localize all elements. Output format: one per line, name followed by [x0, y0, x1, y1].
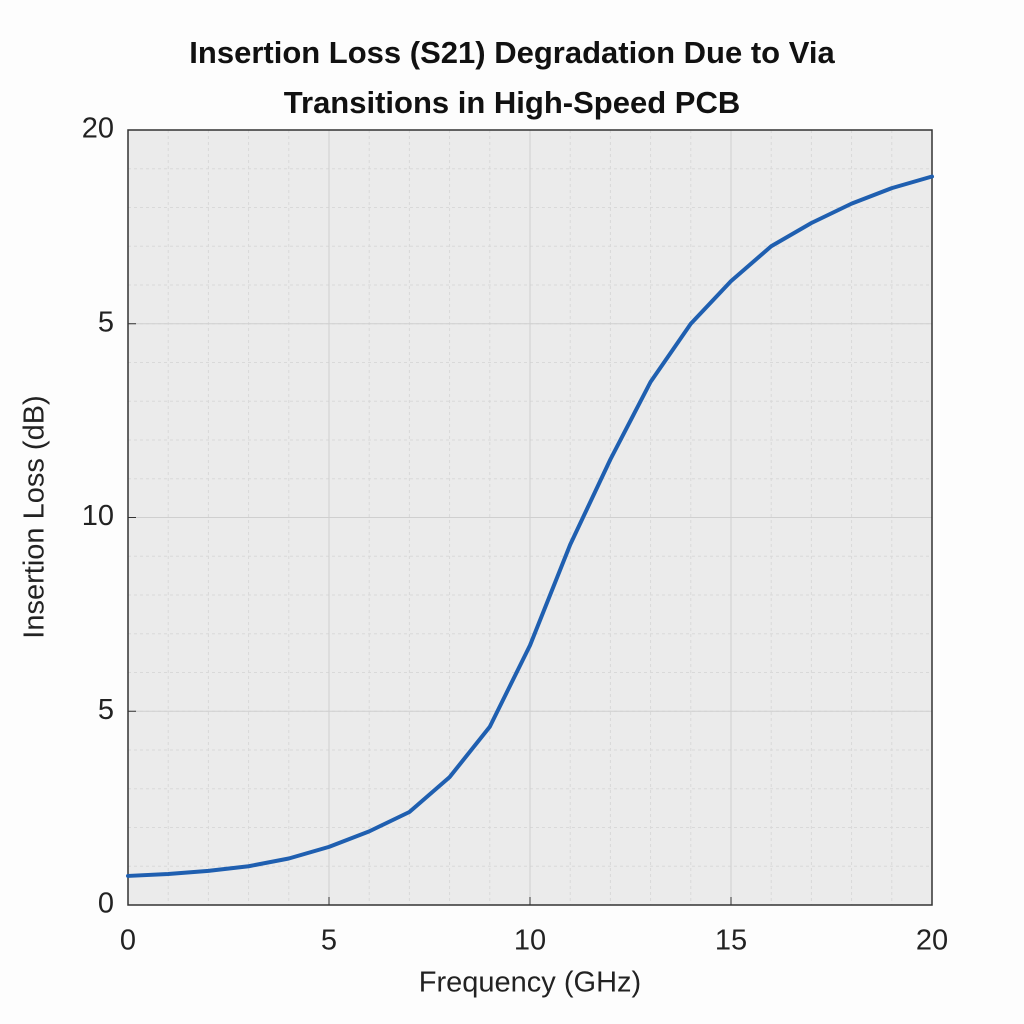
- y-tick-label: 20: [82, 113, 114, 145]
- plot-frame: [127, 129, 933, 906]
- x-tick-label: 20: [916, 925, 948, 957]
- y-tick-label: 5: [98, 694, 114, 726]
- x-tick-label: 5: [321, 925, 337, 957]
- x-tick-label: 15: [715, 925, 747, 957]
- y-axis-label: Insertion Loss (dB): [19, 395, 51, 638]
- data-line: [126, 174, 934, 878]
- x-tick-label: 0: [120, 925, 136, 957]
- y-tick-label: 5: [98, 306, 114, 338]
- chart-title: Insertion Loss (S21) Degradation Due to …: [189, 35, 835, 120]
- y-tick-label: 10: [82, 500, 114, 532]
- x-axis-label: Frequency (GHz): [419, 967, 641, 999]
- y-tick-label: 0: [98, 888, 114, 920]
- x-tick-label: 10: [514, 925, 546, 957]
